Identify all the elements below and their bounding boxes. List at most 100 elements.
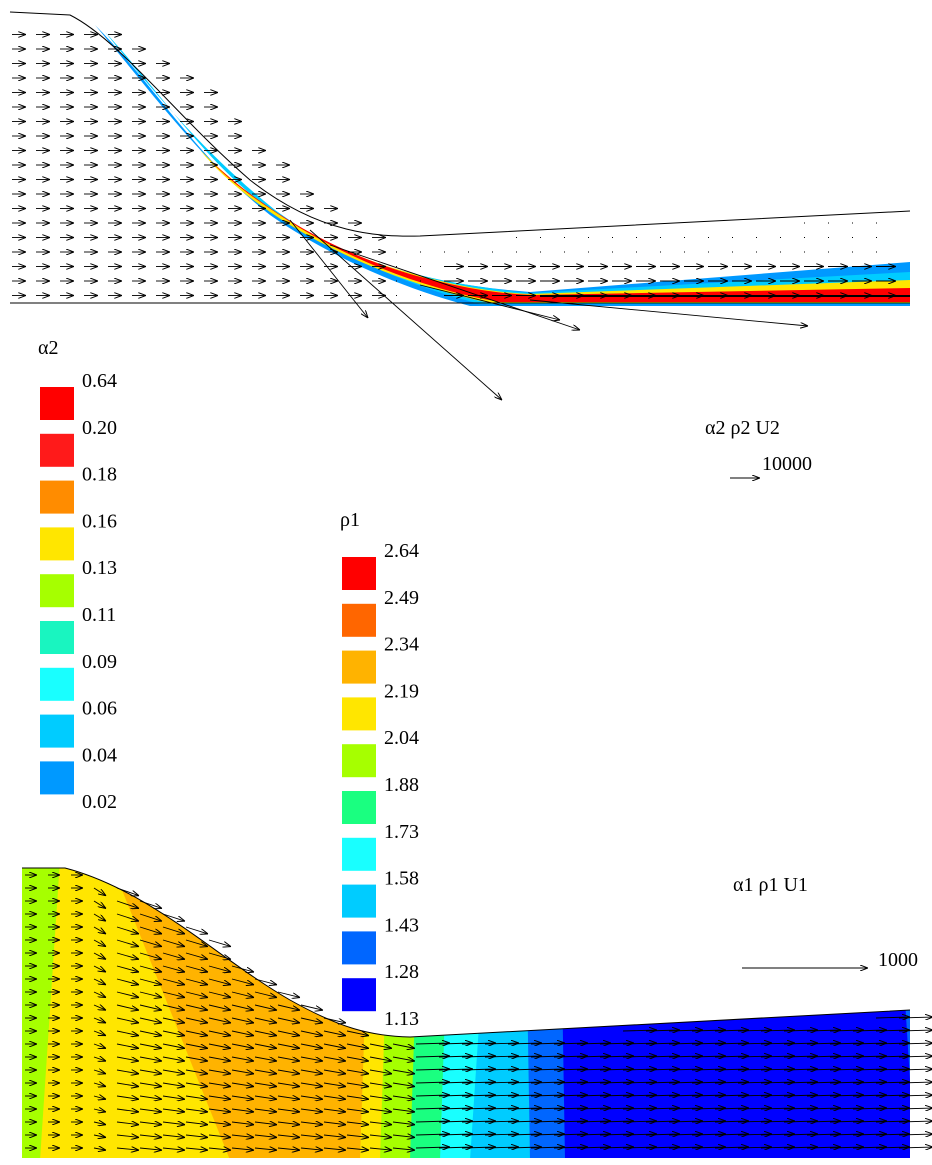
vector bbox=[300, 1017, 323, 1023]
vector bbox=[323, 1070, 346, 1074]
legend-level: 1.13 bbox=[384, 1008, 419, 1030]
vector bbox=[484, 1108, 519, 1109]
vector bbox=[760, 1147, 795, 1148]
legend-swatch bbox=[342, 978, 376, 1012]
vector bbox=[760, 1056, 795, 1057]
vector bbox=[806, 1108, 841, 1109]
legend-swatch bbox=[40, 761, 74, 795]
vector bbox=[599, 1056, 634, 1057]
vector bbox=[162, 1017, 185, 1023]
vector bbox=[185, 991, 208, 997]
vector bbox=[875, 1069, 910, 1070]
vector bbox=[852, 1056, 887, 1057]
vector bbox=[507, 1134, 542, 1135]
vector bbox=[829, 1030, 864, 1031]
vector bbox=[553, 1056, 588, 1057]
vector bbox=[185, 1056, 208, 1061]
vector bbox=[277, 1148, 300, 1150]
legend-swatch bbox=[342, 697, 376, 731]
vector bbox=[369, 1056, 392, 1061]
vector bbox=[622, 1082, 657, 1083]
vector bbox=[760, 1069, 795, 1070]
vector bbox=[875, 1147, 910, 1148]
legend-level: 0.02 bbox=[82, 791, 117, 813]
vector bbox=[760, 1108, 795, 1109]
vector bbox=[208, 965, 231, 972]
vector bbox=[254, 991, 277, 997]
vector bbox=[93, 939, 106, 947]
vector bbox=[576, 1121, 611, 1122]
vector bbox=[369, 1083, 392, 1087]
vector bbox=[829, 1147, 864, 1148]
vector bbox=[714, 1069, 749, 1070]
vector bbox=[93, 1096, 106, 1099]
vector bbox=[461, 1134, 496, 1135]
vector bbox=[783, 1147, 818, 1148]
vector bbox=[300, 1135, 323, 1137]
vector bbox=[645, 1082, 680, 1083]
vector bbox=[875, 1017, 910, 1018]
vector bbox=[875, 1030, 910, 1031]
vector bbox=[93, 992, 106, 997]
vector bbox=[898, 1121, 932, 1122]
vector bbox=[622, 1134, 657, 1135]
vector bbox=[737, 1108, 772, 1109]
vector bbox=[116, 1135, 139, 1137]
vector bbox=[645, 1134, 680, 1135]
vector bbox=[829, 1056, 864, 1057]
vector bbox=[162, 1135, 185, 1137]
vector bbox=[691, 1095, 726, 1096]
vector bbox=[484, 1082, 519, 1083]
vector bbox=[852, 1134, 887, 1135]
vector bbox=[346, 1043, 369, 1048]
vector bbox=[645, 1147, 680, 1148]
vector bbox=[714, 1082, 749, 1083]
vector bbox=[530, 1134, 565, 1135]
vector bbox=[254, 1122, 277, 1125]
vector bbox=[139, 1148, 162, 1150]
vector bbox=[392, 1056, 415, 1061]
vector bbox=[93, 1018, 106, 1023]
vector bbox=[208, 1122, 231, 1125]
vector bbox=[714, 1030, 749, 1031]
vector bbox=[691, 1134, 726, 1135]
vector bbox=[668, 1121, 703, 1122]
vector bbox=[139, 1070, 162, 1074]
vector bbox=[185, 1043, 208, 1048]
vector bbox=[415, 1056, 450, 1057]
legend-swatch bbox=[40, 621, 74, 654]
vector bbox=[783, 1069, 818, 1070]
vector bbox=[185, 1083, 208, 1087]
vector bbox=[254, 1109, 277, 1112]
vector bbox=[530, 1043, 565, 1044]
vector bbox=[530, 1082, 565, 1083]
vector bbox=[323, 1122, 346, 1125]
vector bbox=[254, 1070, 277, 1074]
vector bbox=[139, 1043, 162, 1048]
vector bbox=[185, 1148, 208, 1150]
vector bbox=[346, 1148, 369, 1150]
vector-scale-label: 1000 bbox=[878, 949, 918, 971]
legend-level: 0.64 bbox=[82, 370, 117, 392]
vector bbox=[323, 1135, 346, 1137]
vector bbox=[277, 1017, 300, 1023]
vector bbox=[691, 1108, 726, 1109]
vector bbox=[461, 1147, 496, 1148]
vector bbox=[898, 1030, 932, 1031]
vector bbox=[392, 1096, 415, 1099]
contour-band bbox=[95, 25, 910, 306]
vector bbox=[185, 1135, 208, 1137]
vector bbox=[208, 1043, 231, 1048]
vector bbox=[139, 1017, 162, 1023]
vector bbox=[185, 1004, 208, 1010]
vector bbox=[139, 965, 162, 972]
vector bbox=[93, 952, 106, 959]
vector bbox=[139, 952, 162, 959]
vector bbox=[300, 1056, 323, 1061]
vector bbox=[438, 1147, 473, 1148]
vector bbox=[139, 913, 162, 921]
vector bbox=[254, 1004, 277, 1010]
vector bbox=[714, 1108, 749, 1109]
vector bbox=[898, 1147, 932, 1148]
